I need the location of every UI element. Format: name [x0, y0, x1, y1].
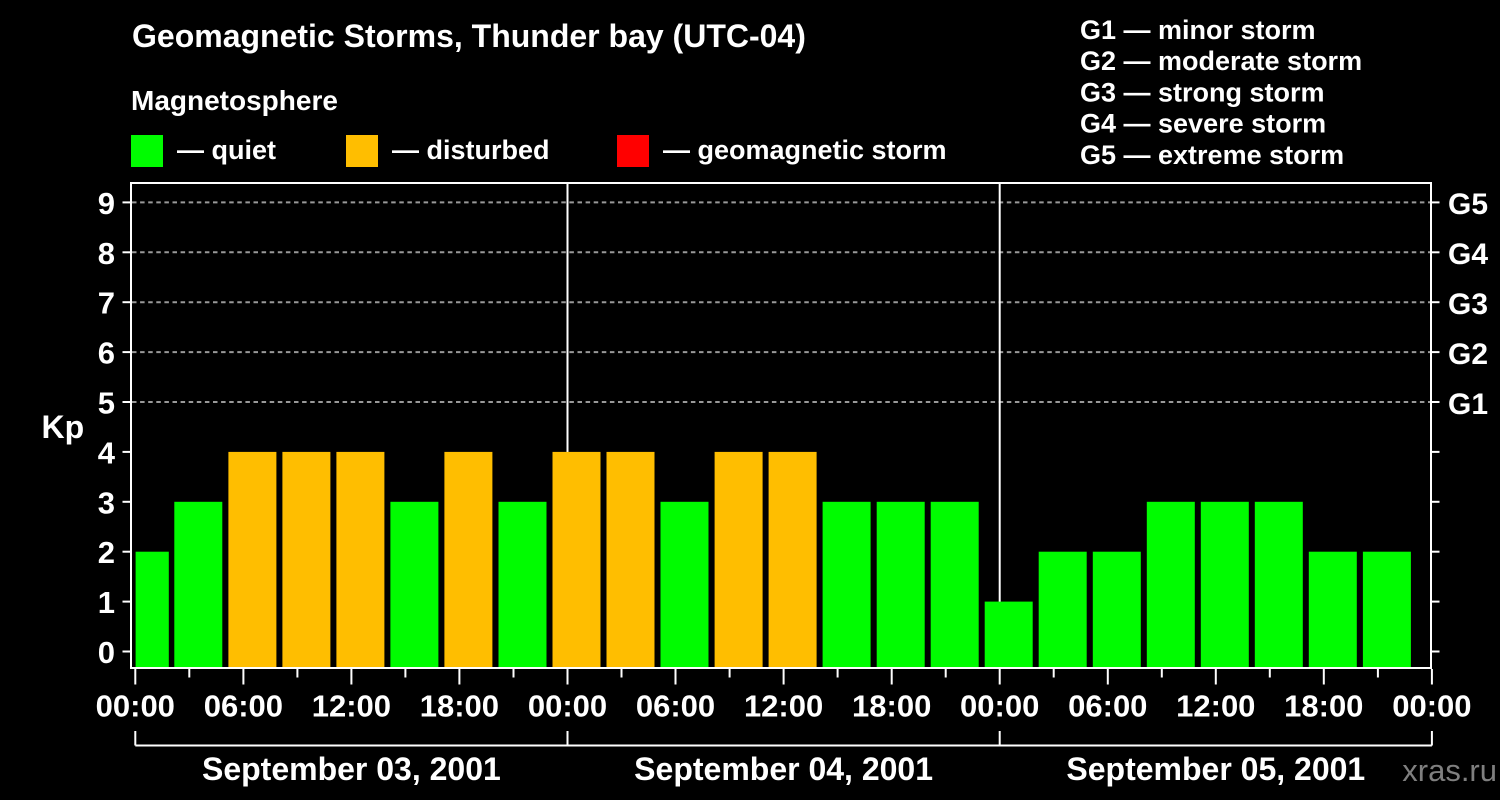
svg-text:18:00: 18:00 [420, 689, 499, 724]
svg-text:— disturbed: — disturbed [392, 135, 550, 165]
svg-text:12:00: 12:00 [744, 689, 823, 724]
svg-text:8: 8 [98, 236, 115, 271]
svg-text:12:00: 12:00 [1176, 689, 1255, 724]
svg-text:September 03, 2001: September 03, 2001 [202, 751, 501, 787]
svg-text:xras.ru: xras.ru [1402, 753, 1497, 788]
svg-text:1: 1 [98, 585, 115, 620]
svg-text:00:00: 00:00 [528, 689, 607, 724]
svg-text:18:00: 18:00 [1284, 689, 1363, 724]
svg-text:G5 — extreme storm: G5 — extreme storm [1080, 140, 1344, 170]
svg-text:G5: G5 [1448, 188, 1488, 221]
svg-text:— geomagnetic storm: — geomagnetic storm [663, 135, 947, 165]
svg-text:G3: G3 [1448, 288, 1488, 321]
svg-text:06:00: 06:00 [636, 689, 715, 724]
svg-text:2: 2 [98, 535, 115, 570]
svg-text:9: 9 [98, 186, 115, 221]
svg-text:00:00: 00:00 [960, 689, 1039, 724]
svg-text:00:00: 00:00 [96, 689, 175, 724]
svg-text:Magnetosphere: Magnetosphere [131, 85, 338, 116]
svg-text:3: 3 [98, 485, 115, 520]
svg-text:— quiet: — quiet [177, 135, 276, 165]
svg-text:5: 5 [98, 386, 115, 421]
svg-text:September 05, 2001: September 05, 2001 [1066, 751, 1365, 787]
svg-text:Geomagnetic Storms, Thunder ba: Geomagnetic Storms, Thunder bay (UTC-04) [132, 18, 806, 54]
svg-text:0: 0 [98, 635, 115, 670]
svg-text:G4 — severe storm: G4 — severe storm [1080, 109, 1326, 139]
svg-text:7: 7 [98, 286, 115, 321]
svg-text:4: 4 [98, 435, 116, 470]
svg-text:G4: G4 [1448, 238, 1488, 271]
svg-text:Kp: Kp [42, 409, 85, 445]
svg-text:06:00: 06:00 [1068, 689, 1147, 724]
svg-text:12:00: 12:00 [312, 689, 391, 724]
svg-text:06:00: 06:00 [204, 689, 283, 724]
svg-text:00:00: 00:00 [1392, 689, 1471, 724]
svg-text:G1 — minor storm: G1 — minor storm [1080, 15, 1316, 45]
svg-text:6: 6 [98, 336, 115, 371]
svg-text:G2: G2 [1448, 338, 1488, 371]
svg-text:G2 — moderate storm: G2 — moderate storm [1080, 46, 1362, 76]
svg-text:18:00: 18:00 [852, 689, 931, 724]
svg-text:September 04, 2001: September 04, 2001 [634, 751, 933, 787]
svg-text:G1: G1 [1448, 388, 1488, 421]
svg-text:G3 — strong storm: G3 — strong storm [1080, 77, 1325, 107]
